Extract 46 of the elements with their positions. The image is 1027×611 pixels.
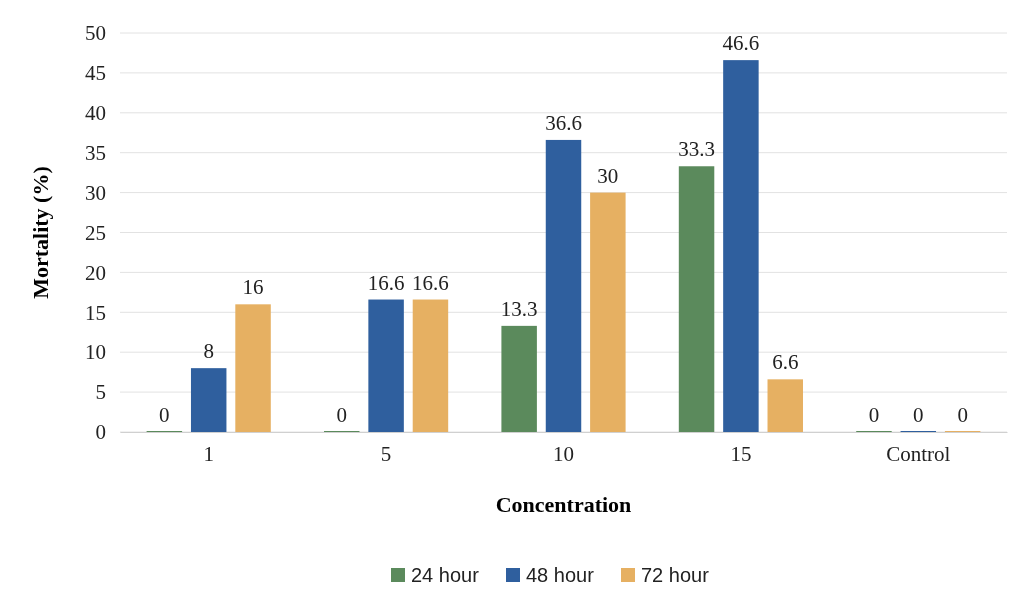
x-axis-title: Concentration [495, 492, 632, 517]
data-label: 6.6 [772, 350, 799, 375]
bar [545, 139, 582, 432]
data-label: 0 [868, 403, 880, 427]
y-tick-label: 50 [85, 21, 106, 46]
legend-label: 72 hour [641, 564, 710, 586]
data-label: 0 [159, 403, 170, 427]
y-tick-label: 20 [85, 260, 106, 285]
bar [767, 379, 803, 432]
y-axis-title: Mortality (%) [28, 166, 53, 299]
x-tick-label: 15 [730, 441, 752, 466]
data-label: 0 [957, 403, 968, 427]
bar [723, 60, 759, 432]
bar [368, 299, 404, 432]
data-label: 0 [336, 403, 347, 427]
bar [412, 299, 449, 432]
data-label: 8 [203, 339, 214, 364]
x-tick-label: Control [886, 441, 951, 466]
data-label: 16.6 [367, 270, 405, 295]
legend-label: 48 hour [526, 564, 595, 586]
y-tick-label: 45 [85, 61, 106, 86]
bar [235, 304, 271, 432]
x-tick-label: 5 [380, 441, 392, 466]
data-label: 36.6 [545, 110, 582, 135]
data-label: 0 [913, 403, 924, 427]
data-label: 33.3 [678, 137, 715, 162]
bar [190, 368, 227, 432]
data-label: 16.6 [412, 270, 449, 295]
y-tick-label: 35 [85, 140, 106, 165]
x-tick-label: 10 [553, 441, 574, 466]
y-tick-label: 30 [85, 180, 106, 205]
y-tick-label: 5 [95, 380, 106, 405]
data-label: 16 [242, 275, 264, 300]
y-tick-label: 10 [85, 340, 106, 365]
bar [678, 166, 715, 432]
bar [590, 192, 626, 432]
bar [501, 325, 537, 432]
y-tick-label: 0 [95, 420, 106, 445]
data-label: 46.6 [722, 31, 760, 56]
y-tick-label: 25 [85, 220, 106, 245]
y-tick-label: 40 [85, 101, 106, 126]
data-label: 30 [597, 163, 619, 188]
data-label: 13.3 [500, 296, 538, 321]
y-tick-label: 15 [85, 300, 106, 325]
x-tick-label: 1 [203, 441, 214, 466]
legend-label: 24 hour [411, 564, 480, 586]
